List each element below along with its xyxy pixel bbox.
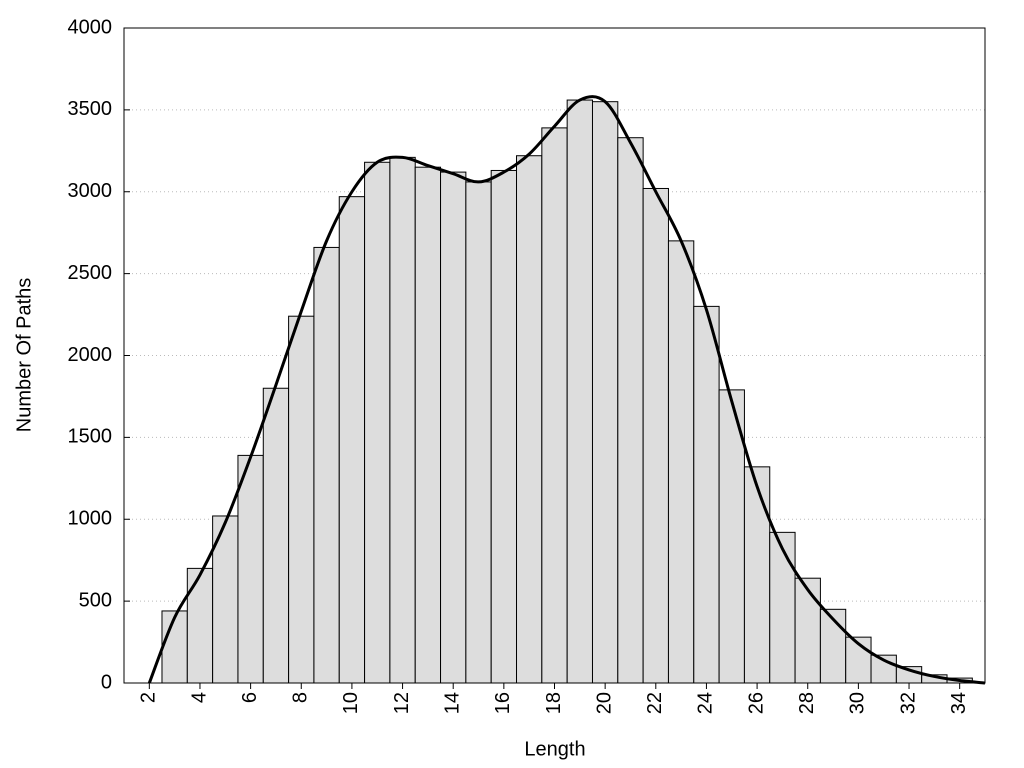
bar bbox=[516, 155, 543, 684]
x-tick-label: 2 bbox=[138, 692, 160, 703]
bar bbox=[693, 305, 720, 684]
bar bbox=[440, 171, 467, 684]
bar bbox=[591, 101, 619, 684]
x-tick-label: 26 bbox=[745, 692, 767, 714]
x-tick-label: 30 bbox=[847, 692, 869, 714]
bar bbox=[465, 181, 492, 684]
y-tick-label: 2500 bbox=[68, 262, 113, 284]
x-tick-label: 8 bbox=[290, 692, 312, 703]
bar bbox=[566, 99, 593, 684]
x-tick-label: 32 bbox=[897, 692, 919, 714]
bar bbox=[794, 577, 821, 684]
y-tick-label: 500 bbox=[79, 589, 112, 611]
y-axis-label: Number Of Paths bbox=[13, 278, 35, 433]
bar bbox=[541, 127, 568, 684]
y-tick-label: 3500 bbox=[68, 98, 113, 120]
bar bbox=[769, 531, 796, 684]
x-tick-label: 18 bbox=[543, 692, 565, 714]
x-tick-label: 4 bbox=[188, 692, 210, 703]
bar bbox=[667, 240, 695, 684]
bar bbox=[718, 389, 745, 684]
x-tick-label: 14 bbox=[441, 692, 463, 714]
x-tick-label: 12 bbox=[391, 692, 413, 714]
bar bbox=[161, 610, 188, 684]
plot-frame bbox=[123, 27, 986, 684]
bar bbox=[389, 156, 416, 684]
x-tick-label: 10 bbox=[340, 692, 362, 714]
x-tick-label: 24 bbox=[695, 692, 717, 714]
bar bbox=[237, 454, 264, 684]
x-tick-label: 34 bbox=[948, 692, 970, 714]
x-tick-label: 28 bbox=[796, 692, 818, 714]
bar bbox=[186, 567, 214, 684]
bar bbox=[364, 161, 391, 684]
x-axis-label: Length bbox=[524, 738, 585, 760]
y-tick-label: 0 bbox=[101, 671, 112, 693]
y-tick-label: 1000 bbox=[68, 508, 113, 530]
bar bbox=[642, 187, 669, 684]
y-tick-label: 1500 bbox=[68, 426, 113, 448]
density-curve bbox=[147, 95, 986, 685]
y-tick-label: 2000 bbox=[68, 344, 113, 366]
x-tick-label: 20 bbox=[593, 692, 615, 714]
bar bbox=[313, 246, 340, 684]
bar bbox=[490, 169, 518, 684]
x-tick-label: 6 bbox=[239, 692, 261, 703]
bar bbox=[338, 196, 366, 684]
bar bbox=[414, 166, 442, 684]
y-tick-label: 3000 bbox=[68, 180, 113, 202]
bar bbox=[743, 466, 771, 684]
x-tick-label: 22 bbox=[644, 692, 666, 714]
x-tick-label: 16 bbox=[492, 692, 514, 714]
bar bbox=[262, 387, 290, 684]
bar bbox=[288, 315, 315, 684]
y-tick-label: 4000 bbox=[68, 16, 113, 38]
bar bbox=[617, 137, 644, 684]
